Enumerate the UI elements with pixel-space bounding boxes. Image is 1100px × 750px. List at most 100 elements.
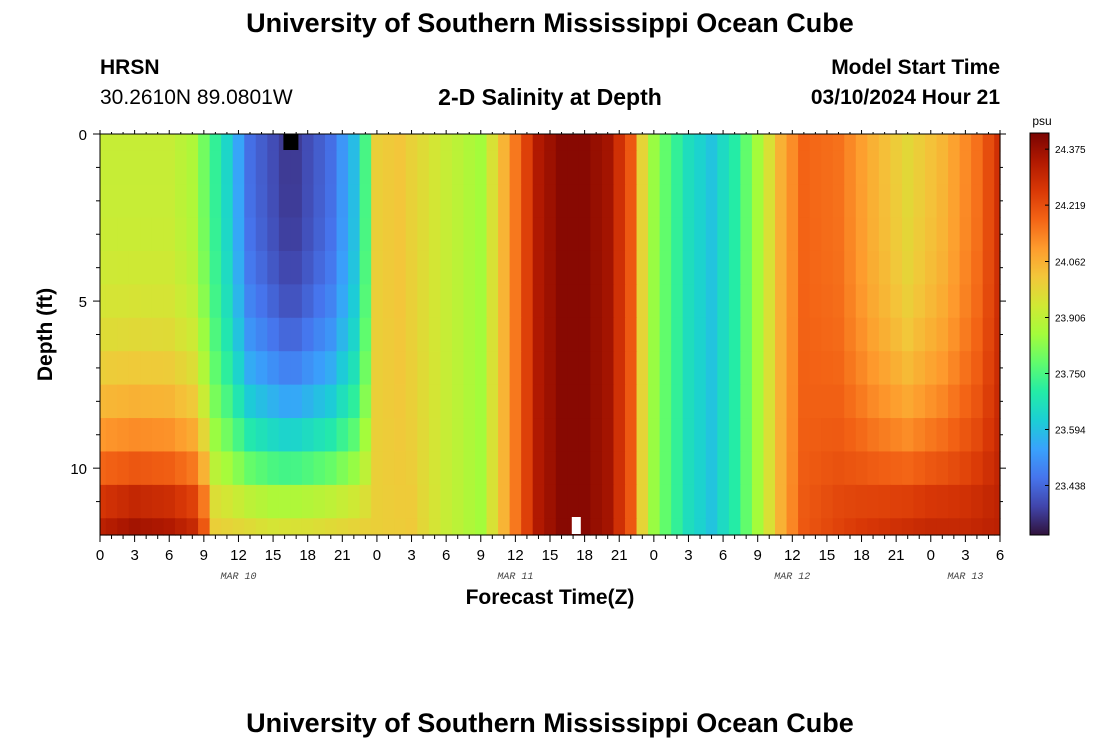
- heatmap-cell: [313, 384, 326, 419]
- heatmap-cell: [428, 184, 441, 219]
- heatmap-cell: [428, 451, 441, 486]
- heatmap-cell: [786, 250, 799, 285]
- heatmap-cell: [428, 384, 441, 419]
- heatmap-cell: [832, 184, 845, 219]
- heatmap-cell: [544, 317, 557, 352]
- heatmap-cell: [901, 284, 915, 319]
- heatmap-cell: [105, 451, 118, 486]
- heatmap-cell: [475, 134, 488, 152]
- heatmap-cell: [844, 250, 857, 285]
- heatmap-cell: [371, 451, 384, 486]
- heatmap-cell: [186, 317, 199, 352]
- heatmap-cell: [578, 317, 591, 352]
- heatmap-cell: [509, 184, 522, 219]
- heatmap-cell: [948, 184, 961, 219]
- heatmap-cell: [601, 518, 615, 536]
- heatmap-cell: [451, 150, 465, 185]
- heatmap-cell: [763, 217, 776, 252]
- heatmap-cell: [798, 418, 811, 453]
- heatmap-cell: [567, 451, 580, 486]
- heatmap-cell: [717, 418, 730, 453]
- heatmap-cell: [705, 384, 718, 419]
- heatmap-cell: [100, 351, 107, 386]
- heatmap-cell: [636, 317, 649, 352]
- heatmap-cell: [890, 418, 903, 453]
- heatmap-cell: [440, 150, 453, 185]
- heatmap-cell: [601, 184, 615, 219]
- x-tick-label: 0: [96, 547, 104, 564]
- heatmap-cell: [913, 418, 926, 453]
- heatmap-cell: [105, 184, 118, 219]
- x-tick-label: 0: [373, 547, 381, 564]
- heatmap-cell: [971, 184, 984, 219]
- heatmap-cell: [832, 384, 845, 419]
- heatmap-cell: [555, 418, 568, 453]
- heatmap-cell: [913, 184, 926, 219]
- heatmap-cell: [255, 484, 268, 519]
- heatmap-cell: [371, 284, 384, 319]
- heatmap-cell: [636, 484, 649, 519]
- heatmap-cell: [798, 184, 811, 219]
- heatmap-cell: [751, 284, 765, 319]
- heatmap-cell: [601, 250, 615, 285]
- heatmap-cell: [267, 184, 280, 219]
- heatmap-cell: [100, 284, 107, 319]
- heatmap-cell: [117, 150, 130, 185]
- heatmap-cell: [982, 384, 995, 419]
- heatmap-cell: [417, 317, 430, 352]
- heatmap-cell: [890, 351, 903, 386]
- heatmap-cell: [590, 384, 603, 419]
- heatmap-cell: [278, 184, 291, 219]
- heatmap-cell: [348, 250, 361, 285]
- heatmap-cell: [521, 184, 534, 219]
- heatmap-cell: [428, 418, 441, 453]
- heatmap-cell: [590, 451, 603, 486]
- heatmap-cell: [775, 150, 788, 185]
- heatmap-cell: [867, 317, 880, 352]
- heatmap-cell: [301, 418, 315, 453]
- heatmap-cell: [463, 351, 476, 386]
- x-tick-label: 12: [507, 547, 524, 564]
- heatmap-cell: [336, 284, 349, 319]
- heatmap-cell: [798, 284, 811, 319]
- heatmap-cell: [555, 217, 568, 252]
- heatmap-cell: [775, 217, 788, 252]
- heatmap-cell: [498, 250, 511, 285]
- heatmap-cell: [417, 184, 430, 219]
- heatmap-cell: [440, 484, 453, 519]
- heatmap-cell: [405, 184, 418, 219]
- heatmap-cell: [105, 384, 118, 419]
- heatmap-cell: [855, 250, 868, 285]
- heatmap-cell: [717, 484, 730, 519]
- heatmap-cell: [117, 284, 130, 319]
- heatmap-cell: [878, 284, 891, 319]
- heatmap-cell: [717, 384, 730, 419]
- heatmap-cell: [509, 351, 522, 386]
- heatmap-cell: [532, 451, 545, 486]
- heatmap-cell: [440, 518, 453, 536]
- heatmap-cell: [371, 518, 384, 536]
- heatmap-cell: [636, 384, 649, 419]
- heatmap-cell: [394, 317, 407, 352]
- heatmap-cell: [901, 317, 915, 352]
- heatmap-cell: [475, 384, 488, 419]
- heatmap-cell: [290, 518, 303, 536]
- heatmap-cell: [371, 317, 384, 352]
- heatmap-cell: [613, 418, 626, 453]
- heatmap-cell: [486, 351, 499, 386]
- heatmap-cell: [221, 184, 234, 219]
- heatmap-cell: [901, 484, 915, 519]
- heatmap-cell: [175, 250, 188, 285]
- heatmap-cell: [382, 418, 395, 453]
- heatmap-cell: [636, 217, 649, 252]
- heatmap-cell: [832, 484, 845, 519]
- heatmap-cell: [405, 317, 418, 352]
- heatmap-cell: [532, 484, 545, 519]
- heatmap-cell: [671, 217, 684, 252]
- heatmap-cell: [163, 250, 176, 285]
- heatmap-cell: [775, 250, 788, 285]
- heatmap-cell: [232, 317, 245, 352]
- heatmap-cells: [100, 134, 1001, 536]
- heatmap-cell: [705, 317, 718, 352]
- heatmap-cell: [890, 518, 903, 536]
